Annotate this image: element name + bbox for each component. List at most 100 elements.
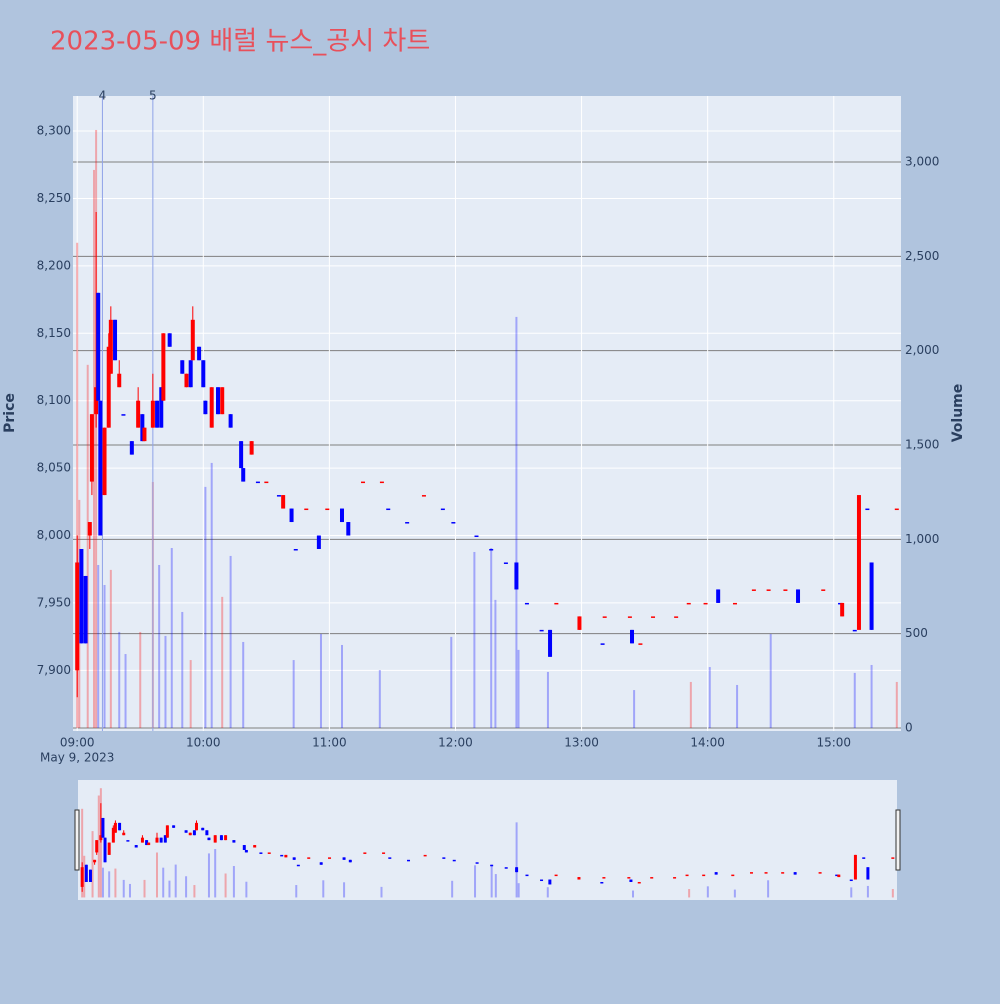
x-tick-label: 15:00 bbox=[816, 736, 851, 750]
annotation-label: 5 bbox=[149, 89, 157, 103]
candle-body bbox=[630, 629, 635, 644]
mini-candle-body bbox=[280, 854, 284, 857]
mini-candle-body bbox=[111, 827, 115, 843]
y-tick-label: 8,250 bbox=[37, 191, 71, 205]
candle-body bbox=[386, 508, 391, 511]
candle-body bbox=[75, 562, 80, 671]
mini-volume-bar bbox=[546, 887, 549, 898]
candle-body bbox=[155, 400, 160, 428]
candle-body bbox=[216, 387, 221, 415]
mini-volume-bar bbox=[767, 880, 770, 898]
mini-candle-body bbox=[818, 872, 822, 874]
candle-body bbox=[627, 616, 632, 618]
range-handle[interactable] bbox=[895, 809, 901, 871]
y-tick-label: 8,050 bbox=[37, 461, 71, 475]
mini-candle-body bbox=[172, 825, 176, 828]
candle-body bbox=[140, 414, 145, 442]
candle-body bbox=[96, 292, 101, 401]
mini-volume-bar bbox=[99, 788, 102, 898]
y-tick-label: 8,150 bbox=[37, 326, 71, 340]
volume-bar bbox=[517, 649, 520, 728]
mini-candle-body bbox=[95, 840, 99, 853]
y2-tick-label: 2,500 bbox=[905, 249, 939, 263]
y-tick-label: 8,200 bbox=[37, 258, 71, 272]
mini-candle-body bbox=[93, 859, 97, 863]
volume-bar bbox=[633, 690, 636, 728]
volume-bar bbox=[769, 634, 772, 728]
range-slider[interactable] bbox=[78, 780, 897, 900]
candle-body bbox=[304, 508, 309, 511]
volume-bar bbox=[93, 169, 96, 728]
candle-body bbox=[117, 373, 122, 388]
mini-volume-bar bbox=[232, 866, 235, 898]
volume-bar bbox=[97, 564, 100, 728]
mini-candle-body bbox=[205, 830, 209, 836]
mini-candle-body bbox=[224, 835, 228, 841]
y2-tick-label: 3,000 bbox=[905, 155, 939, 169]
mini-candle-body bbox=[307, 857, 311, 859]
mini-volume-bar bbox=[891, 889, 894, 898]
candle-body bbox=[751, 589, 756, 591]
mini-volume-bar bbox=[490, 864, 493, 898]
mini-volume-bar bbox=[517, 883, 520, 898]
mini-candle-body bbox=[602, 877, 606, 879]
mini-candle-body bbox=[490, 864, 494, 867]
mini-candle-body bbox=[342, 857, 346, 860]
volume-bar bbox=[378, 670, 381, 728]
candle-body bbox=[674, 616, 679, 618]
mini-volume-bar bbox=[322, 880, 325, 898]
candle-body bbox=[489, 548, 494, 551]
mini-volume-bar bbox=[866, 885, 869, 898]
candle-body bbox=[255, 481, 260, 484]
candle-body bbox=[577, 616, 582, 630]
candle-body bbox=[821, 589, 826, 591]
candle-body bbox=[197, 346, 202, 361]
mini-candle-body bbox=[749, 872, 753, 874]
mini-candle-body bbox=[515, 867, 519, 873]
volume-bar bbox=[164, 635, 167, 728]
candle-body bbox=[405, 522, 410, 524]
mini-volume-bar bbox=[245, 881, 248, 898]
mini-candle-body bbox=[673, 877, 677, 879]
candle-body bbox=[201, 360, 206, 388]
volume-bar bbox=[78, 499, 81, 728]
candle-body bbox=[203, 400, 208, 415]
x-tick-label: 14:00 bbox=[690, 736, 725, 750]
mini-volume-bar bbox=[380, 886, 383, 898]
annotation-label: 4 bbox=[99, 89, 107, 103]
candle-body bbox=[316, 535, 321, 549]
mini-candle-body bbox=[267, 852, 271, 854]
volume-bar bbox=[494, 599, 497, 728]
mini-candle-body bbox=[244, 849, 248, 853]
mini-candle-body bbox=[554, 874, 558, 877]
mini-volume-bar bbox=[207, 853, 210, 898]
range-handle[interactable] bbox=[74, 809, 80, 871]
candle-body bbox=[325, 508, 330, 511]
mini-volume-bar bbox=[706, 886, 709, 898]
mini-candle-body bbox=[835, 874, 839, 877]
candle-body bbox=[108, 319, 113, 374]
y-tick-label: 7,900 bbox=[37, 663, 71, 677]
candle-body bbox=[184, 373, 189, 388]
mini-candle-body bbox=[442, 857, 446, 859]
mini-candle-body bbox=[363, 852, 367, 854]
y2-axis-label: Volume bbox=[950, 384, 966, 443]
mini-volume-bar bbox=[91, 831, 94, 898]
volume-bar bbox=[473, 551, 476, 728]
mini-volume-bar bbox=[168, 880, 171, 898]
candle-body bbox=[209, 387, 214, 428]
volume-bar bbox=[515, 316, 518, 728]
mini-candle-body bbox=[382, 852, 386, 854]
mini-candle-body bbox=[159, 837, 163, 843]
mini-volume-bar bbox=[214, 849, 217, 898]
candle-body bbox=[241, 468, 246, 482]
candle-body bbox=[167, 333, 172, 347]
candle-body bbox=[856, 495, 861, 630]
candle-body bbox=[686, 602, 691, 605]
mini-candle-body bbox=[452, 859, 456, 862]
mini-candle-body bbox=[292, 857, 296, 860]
mini-candle-body bbox=[388, 857, 392, 859]
y-tick-label: 8,100 bbox=[37, 393, 71, 407]
volume-bar bbox=[229, 555, 232, 728]
y-axis-label: Price bbox=[2, 393, 18, 433]
